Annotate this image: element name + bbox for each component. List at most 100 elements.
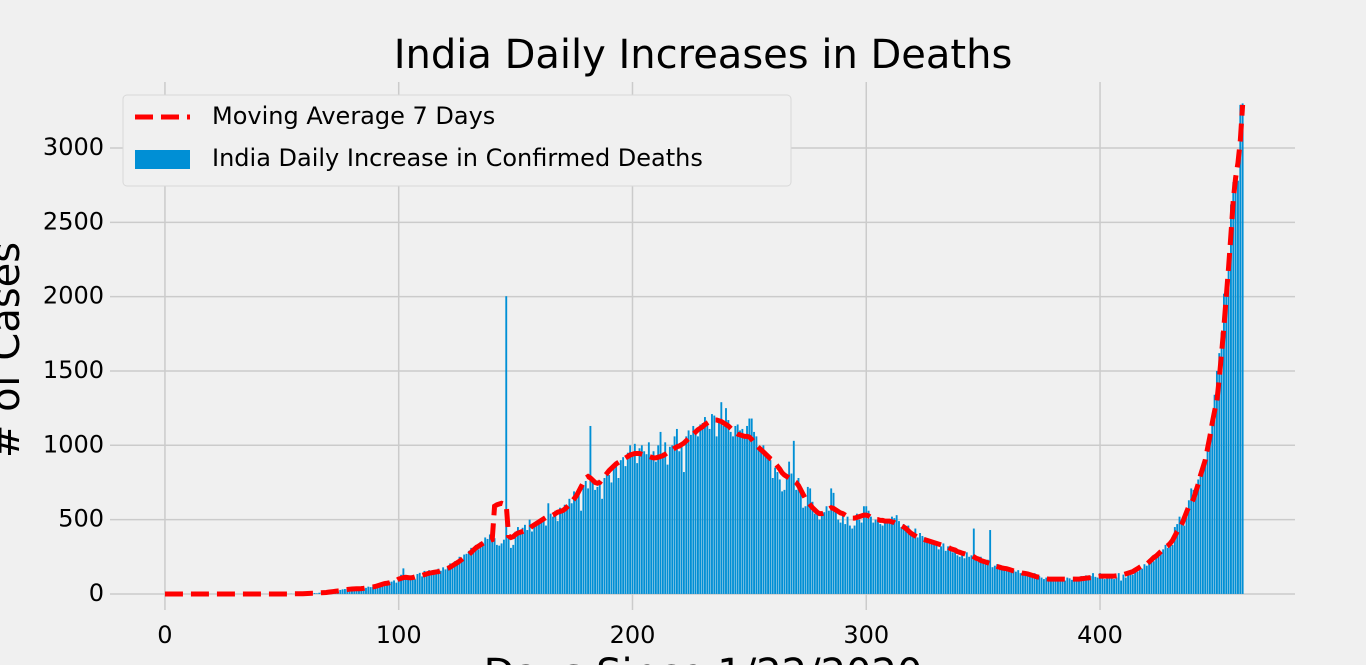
bar bbox=[1222, 293, 1225, 594]
bar bbox=[432, 571, 435, 594]
bar bbox=[402, 568, 405, 594]
bar bbox=[972, 528, 975, 594]
bar bbox=[767, 455, 770, 594]
bar bbox=[1087, 579, 1090, 594]
bar bbox=[919, 533, 921, 594]
bar bbox=[701, 423, 704, 594]
bar bbox=[622, 457, 625, 594]
bar bbox=[451, 565, 454, 594]
bar bbox=[928, 543, 931, 594]
bar bbox=[722, 425, 725, 594]
y-tick-label: 500 bbox=[58, 505, 104, 533]
bar bbox=[739, 430, 741, 594]
bar bbox=[830, 488, 833, 594]
plot-area bbox=[164, 103, 1246, 597]
bar bbox=[502, 539, 505, 594]
bar bbox=[1075, 579, 1078, 594]
bar bbox=[881, 525, 884, 594]
bar bbox=[610, 482, 613, 594]
bar bbox=[984, 564, 987, 594]
bar bbox=[654, 461, 657, 594]
bar bbox=[467, 550, 470, 594]
bar bbox=[486, 538, 489, 594]
legend-box bbox=[122, 94, 792, 187]
bar bbox=[923, 537, 926, 594]
bar bbox=[559, 507, 561, 594]
bar bbox=[425, 573, 428, 594]
bar bbox=[556, 521, 559, 594]
bar bbox=[1176, 524, 1179, 594]
bar bbox=[727, 420, 730, 594]
bar bbox=[771, 478, 774, 594]
bar bbox=[458, 556, 461, 594]
bar bbox=[865, 506, 868, 594]
bar bbox=[367, 586, 370, 594]
bar bbox=[720, 402, 723, 594]
bar bbox=[1059, 580, 1062, 594]
bar bbox=[533, 522, 536, 594]
bar bbox=[989, 530, 992, 594]
bar bbox=[851, 528, 854, 594]
bar bbox=[1201, 463, 1204, 594]
bar bbox=[1127, 571, 1130, 594]
bar bbox=[379, 583, 381, 594]
bar bbox=[736, 424, 739, 594]
bar bbox=[598, 482, 601, 594]
bar bbox=[538, 524, 540, 594]
bar bbox=[1028, 574, 1031, 594]
bar bbox=[1227, 258, 1230, 594]
bar bbox=[542, 518, 545, 594]
bar bbox=[685, 436, 688, 594]
bar bbox=[1113, 579, 1115, 594]
bar bbox=[1155, 556, 1158, 594]
bar bbox=[479, 541, 482, 594]
bar bbox=[388, 581, 391, 594]
x-tick-label: 300 bbox=[843, 621, 889, 649]
bar bbox=[802, 507, 805, 594]
bar bbox=[358, 588, 360, 594]
bar bbox=[577, 489, 580, 594]
bar bbox=[776, 472, 779, 594]
bar bbox=[741, 428, 744, 594]
bar bbox=[682, 472, 685, 594]
bar bbox=[762, 445, 765, 594]
bar bbox=[442, 567, 445, 594]
bar bbox=[631, 452, 634, 594]
bar bbox=[1010, 568, 1013, 594]
bar bbox=[1169, 541, 1172, 594]
bar bbox=[792, 440, 795, 594]
chart-title: India Daily Increases in Deaths bbox=[394, 32, 1013, 78]
bar bbox=[982, 562, 985, 594]
bar bbox=[718, 418, 720, 594]
bar bbox=[421, 576, 424, 594]
bar bbox=[1021, 574, 1024, 594]
bar bbox=[755, 436, 758, 594]
bar bbox=[956, 555, 959, 594]
bar bbox=[1162, 549, 1165, 594]
bar bbox=[713, 415, 716, 594]
bar bbox=[603, 478, 606, 594]
bar bbox=[647, 442, 650, 594]
bar bbox=[1171, 544, 1174, 594]
bar bbox=[1019, 573, 1022, 594]
bar bbox=[1234, 177, 1237, 594]
bar bbox=[1106, 574, 1108, 594]
bar bbox=[1180, 522, 1183, 594]
bar bbox=[790, 473, 793, 594]
bar bbox=[554, 510, 557, 594]
bar bbox=[514, 531, 517, 594]
bar bbox=[905, 528, 907, 594]
bar bbox=[666, 464, 669, 594]
bar bbox=[862, 506, 865, 594]
bar bbox=[725, 408, 727, 594]
bar bbox=[1068, 578, 1071, 594]
bar bbox=[624, 466, 627, 594]
bar bbox=[659, 431, 662, 594]
bar bbox=[472, 551, 475, 594]
bar bbox=[369, 587, 372, 594]
y-tick-label: 2500 bbox=[43, 207, 104, 235]
bar bbox=[1054, 579, 1057, 594]
bar bbox=[823, 512, 826, 594]
bar bbox=[816, 510, 819, 594]
